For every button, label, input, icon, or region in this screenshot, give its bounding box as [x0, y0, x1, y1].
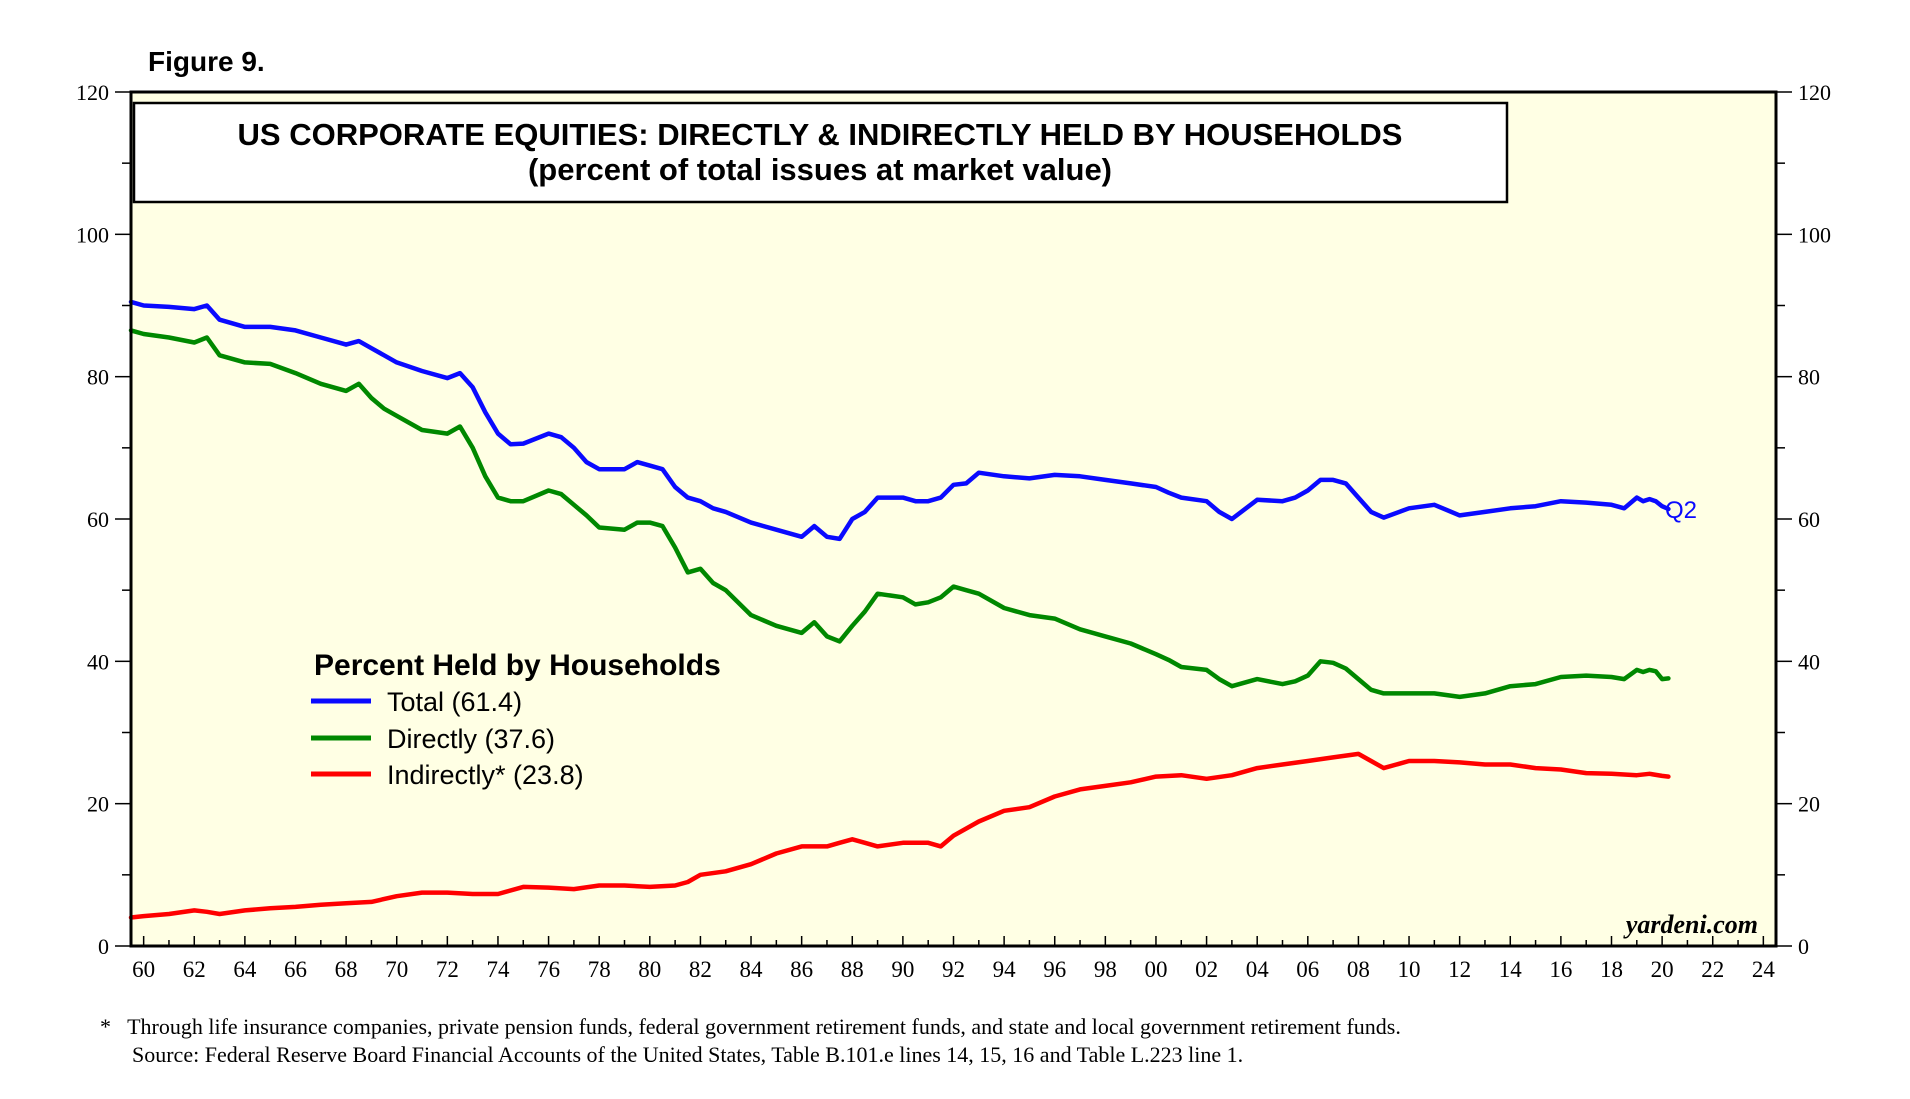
x-tick-label: 76 — [537, 957, 560, 982]
x-tick-label: 92 — [942, 957, 965, 982]
footnote: * Through life insurance companies, priv… — [100, 1014, 1401, 1039]
watermark: yardeni.com — [1623, 910, 1758, 939]
x-tick-label: 14 — [1499, 957, 1523, 982]
y-tick-label-right: 20 — [1798, 792, 1820, 817]
x-tick-label: 78 — [588, 957, 611, 982]
legend-title: Percent Held by Households — [314, 649, 721, 682]
y-tick-label-right: 100 — [1798, 222, 1831, 247]
y-tick-label-right: 0 — [1798, 934, 1809, 959]
x-tick-label: 16 — [1549, 957, 1572, 982]
plot-frame — [129, 90, 1778, 948]
x-tick-label: 10 — [1398, 957, 1421, 982]
title-box — [132, 101, 1509, 204]
y-tick-label-right: 80 — [1798, 365, 1820, 390]
figure-label: Figure 9. — [148, 46, 265, 77]
x-tick-label: 62 — [183, 957, 206, 982]
x-tick-label: 18 — [1600, 957, 1623, 982]
x-tick-label: 06 — [1296, 957, 1319, 982]
y-tick-label-left: 40 — [87, 649, 109, 674]
x-tick-label: 84 — [740, 957, 764, 982]
x-tick-label: 74 — [486, 957, 510, 982]
x-tick-label: 82 — [689, 957, 712, 982]
x-tick-label: 22 — [1701, 957, 1724, 982]
x-tick-label: 24 — [1752, 957, 1776, 982]
x-tick-label: 96 — [1043, 957, 1066, 982]
y-tick-label-left: 80 — [87, 365, 109, 390]
x-tick-label: 86 — [790, 957, 813, 982]
x-tick-label: 72 — [436, 957, 459, 982]
x-tick-label: 88 — [841, 957, 864, 982]
legend-label-indirectly: Indirectly* (23.8) — [387, 760, 584, 790]
legend: Percent Held by Households Total (61.4) … — [311, 649, 721, 790]
x-tick-label: 04 — [1246, 957, 1270, 982]
x-tick-label: 80 — [638, 957, 661, 982]
y-tick-label-left: 0 — [98, 934, 109, 959]
end-label-q2: Q2 — [1665, 497, 1697, 524]
x-tick-label: 66 — [284, 957, 307, 982]
x-tick-label: 70 — [385, 957, 408, 982]
x-tick-label: 08 — [1347, 957, 1370, 982]
x-tick-label: 60 — [132, 957, 155, 982]
legend-label-total: Total (61.4) — [387, 687, 522, 717]
y-tick-label-left: 60 — [87, 507, 109, 532]
plot-area — [131, 92, 1776, 946]
x-tick-label: 90 — [891, 957, 914, 982]
series-layer — [128, 299, 1671, 920]
x-tick-label: 98 — [1094, 957, 1117, 982]
y-tick-label-right: 60 — [1798, 507, 1820, 532]
x-tick-label: 12 — [1448, 957, 1471, 982]
x-tick-label: 00 — [1144, 957, 1167, 982]
x-tick-label: 20 — [1651, 957, 1674, 982]
x-tick-label: 94 — [993, 957, 1017, 982]
y-tick-label-right: 40 — [1798, 649, 1820, 674]
chart-subtitle: (percent of total issues at market value… — [528, 152, 1112, 187]
x-tick-label: 64 — [233, 957, 257, 982]
y-tick-label-right: 120 — [1798, 80, 1831, 105]
source-note: Source: Federal Reserve Board Financial … — [132, 1042, 1243, 1067]
legend-label-directly: Directly (37.6) — [387, 724, 555, 754]
y-tick-label-left: 20 — [87, 792, 109, 817]
x-tick-label: 68 — [335, 957, 358, 982]
y-tick-label-left: 120 — [76, 80, 109, 105]
x-tick-label: 02 — [1195, 957, 1218, 982]
series-line-indirectly — [128, 751, 1671, 920]
series-line-directly — [128, 328, 1671, 700]
y-tick-label-left: 100 — [76, 222, 109, 247]
chart-title: US CORPORATE EQUITIES: DIRECTLY & INDIRE… — [238, 117, 1403, 152]
series-line-total — [128, 299, 1671, 542]
